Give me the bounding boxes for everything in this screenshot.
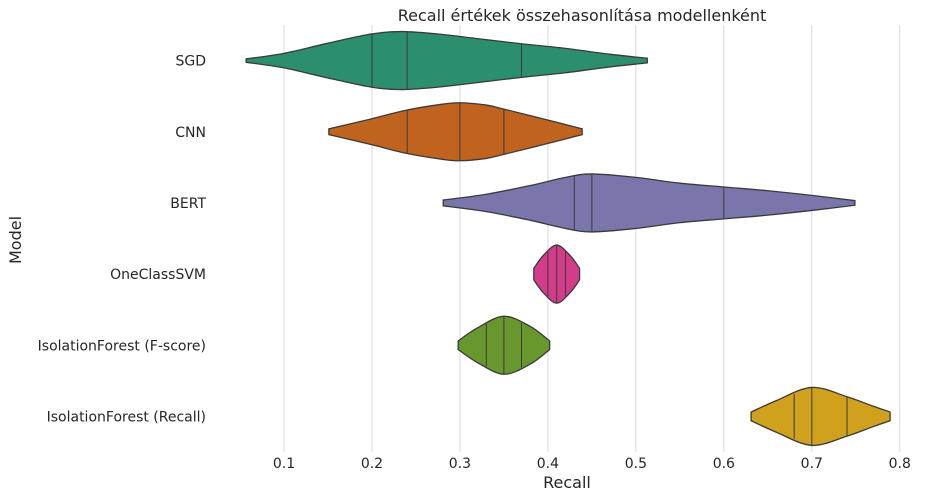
x-tick-label: 0.6 <box>713 456 735 472</box>
y-tick-labels: SGD CNN BERT OneClassSVM IsolationForest (F-… <box>38 54 207 426</box>
x-tick-labels: 0.1 0.2 0.3 0.4 0.5 0.6 0.7 0.8 <box>273 456 911 472</box>
grid <box>283 25 901 452</box>
violin-body <box>750 386 891 447</box>
x-tick-label: 0.8 <box>889 456 911 472</box>
violin-sgd <box>245 30 648 91</box>
violin-isolationforest-recall- <box>750 386 891 447</box>
y-tick-label: CNN <box>175 125 206 141</box>
x-tick-label: 0.5 <box>625 456 647 472</box>
x-tick-label: 0.4 <box>537 456 559 472</box>
x-tick-label: 0.3 <box>449 456 471 472</box>
violin-bert <box>442 173 856 233</box>
violin-oneclasssvm <box>533 244 581 304</box>
y-tick-label: IsolationForest (F-score) <box>38 338 206 354</box>
x-axis-label: Recall <box>543 473 591 492</box>
x-tick-label: 0.2 <box>361 456 383 472</box>
violin-body <box>245 30 648 91</box>
violin-cnn <box>328 102 583 162</box>
violin-body <box>442 173 856 233</box>
violin-isolationforest-f-score- <box>457 315 551 375</box>
y-axis-label: Model <box>6 216 25 264</box>
y-tick-label: SGD <box>175 54 206 70</box>
y-tick-label: IsolationForest (Recall) <box>47 409 206 425</box>
x-tick-label: 0.7 <box>801 456 823 472</box>
x-tick-label: 0.1 <box>273 456 295 472</box>
y-tick-label: OneClassSVM <box>110 267 206 283</box>
violins <box>245 30 891 447</box>
chart-title: Recall értékek összehasonlítása modellen… <box>398 6 767 25</box>
y-tick-label: BERT <box>170 196 206 212</box>
violin-body <box>328 102 583 162</box>
